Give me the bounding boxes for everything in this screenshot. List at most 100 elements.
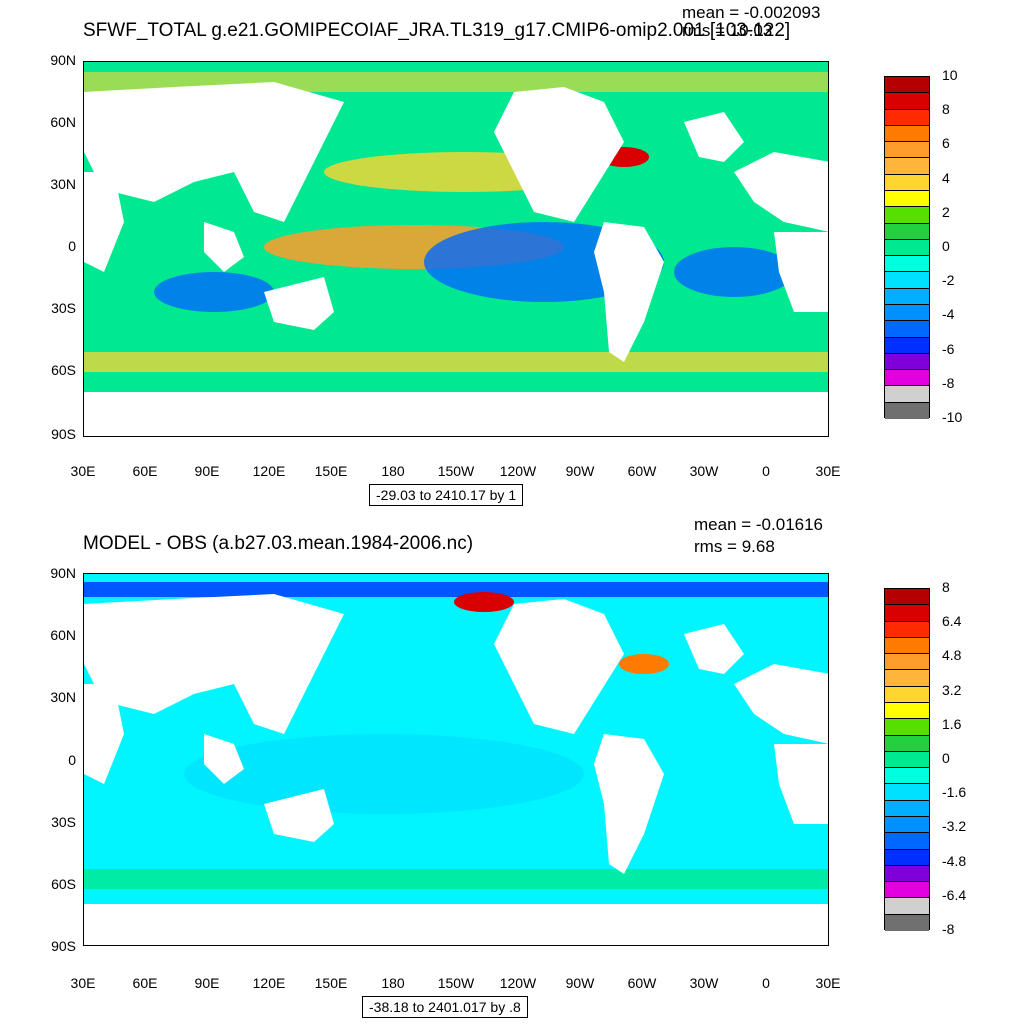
colorbar-cell	[885, 589, 929, 606]
panel-title: SFWF_TOTAL g.e21.GOMIPECOIAF_JRA.TL319_g…	[83, 20, 791, 41]
colorbar-cell	[885, 402, 929, 419]
colorbar	[884, 76, 930, 419]
map-plot	[83, 61, 829, 437]
colorbar-label: -6	[942, 340, 955, 357]
rms-text: rms = 10.03	[682, 21, 773, 40]
colorbar-cell	[885, 321, 929, 338]
lat-label: 60S	[51, 876, 76, 892]
gulf-stream-max	[619, 654, 669, 674]
lon-label: 30E	[815, 975, 841, 991]
colorbar-cell	[885, 125, 929, 143]
colorbar	[884, 588, 930, 931]
lon-label: 90E	[194, 463, 220, 479]
contour-info-box: -38.18 to 2401.017 by .8	[362, 996, 528, 1018]
colorbar-label: -4.8	[942, 852, 967, 869]
colorbar-cell	[885, 605, 929, 622]
colorbar-cell	[885, 784, 929, 801]
colorbar-label: 8	[942, 579, 950, 595]
arctic-max	[454, 592, 514, 612]
colorbar-label: 10	[942, 67, 958, 83]
southern-ocean-band	[84, 869, 828, 889]
colorbar-cell	[885, 207, 929, 224]
colorbar-cell	[885, 353, 929, 371]
colorbar-label: 4	[942, 169, 950, 186]
lat-label: 30S	[51, 814, 76, 830]
colorbar-cell	[885, 93, 929, 110]
lon-label: 60W	[627, 463, 657, 479]
top-panel: SFWF_TOTAL g.e21.GOMIPECOIAF_JRA.TL319_g…	[50, 3, 963, 506]
colorbar-cell	[885, 800, 929, 817]
lon-label: 30W	[689, 463, 719, 479]
colorbar-cell	[885, 849, 929, 866]
colorbar-cell	[885, 833, 929, 850]
colorbar-cell	[885, 914, 929, 931]
lon-label: 150W	[437, 463, 475, 479]
lon-label: 90E	[194, 975, 220, 991]
lon-label: 90W	[565, 975, 595, 991]
lon-label: 120W	[499, 975, 537, 991]
colorbar-cell	[885, 288, 929, 305]
colorbar-label: -3.2	[942, 818, 967, 835]
colorbar-cell	[885, 654, 929, 671]
southern-ocean-band	[84, 352, 828, 372]
lat-label: 0	[68, 238, 76, 254]
map-plot	[83, 573, 829, 946]
colorbar-cell	[885, 882, 929, 899]
colorbar-cell	[885, 337, 929, 354]
colorbar-cell	[885, 768, 929, 785]
colorbar-label: -8	[942, 921, 955, 937]
lon-label: 150W	[437, 975, 475, 991]
lat-label: 60S	[51, 362, 76, 378]
lat-label: 30N	[50, 689, 76, 705]
lon-label: 30E	[815, 463, 841, 479]
colorbar-cell	[885, 304, 929, 322]
colorbar-label: 0	[942, 750, 950, 766]
lon-label: 30E	[70, 975, 96, 991]
colorbar-cell	[885, 370, 929, 387]
contour-info-box: -29.03 to 2410.17 by 1	[369, 484, 524, 506]
lat-label: 30S	[51, 300, 76, 316]
map-svg	[84, 62, 828, 436]
lat-label: 0	[68, 752, 76, 768]
colorbar-cell	[885, 751, 929, 769]
lon-label: 120E	[252, 975, 286, 991]
colorbar-label: 2	[942, 203, 950, 220]
colorbar-cell	[885, 109, 929, 126]
colorbar-label: 3.2	[942, 681, 962, 698]
colorbar-label: -4	[942, 306, 955, 323]
colorbar-cell	[885, 158, 929, 175]
colorbar-label: -6.4	[942, 886, 967, 903]
colorbar-cell	[885, 670, 929, 687]
colorbar-cell	[885, 223, 929, 240]
lon-label: 150E	[314, 975, 348, 991]
lon-label: 60E	[132, 975, 158, 991]
colorbar-cell	[885, 865, 929, 883]
lon-label: 0	[762, 975, 770, 991]
tropical-band	[184, 734, 584, 814]
colorbar-cell	[885, 816, 929, 834]
rms-text: rms = 9.68	[694, 537, 775, 556]
lon-label: 30E	[70, 463, 96, 479]
colorbar-cell	[885, 386, 929, 403]
colorbar-label: -10	[942, 409, 963, 425]
arctic-band	[84, 582, 828, 597]
colorbar-cell	[885, 142, 929, 159]
colorbar-cell	[885, 735, 929, 752]
colorbar-cell	[885, 174, 929, 191]
lon-label: 150E	[314, 463, 348, 479]
colorbar-cell	[885, 719, 929, 736]
colorbar-cell	[885, 637, 929, 655]
lon-label: 0	[762, 463, 770, 479]
colorbar-label: 6.4	[942, 613, 962, 630]
lat-label: 60N	[50, 114, 76, 130]
colorbar-label: 8	[942, 101, 950, 118]
lat-label: 30N	[50, 176, 76, 192]
land-masses	[84, 594, 828, 945]
panel-title: MODEL - OBS (a.b27.03.mean.1984-2006.nc)	[83, 533, 474, 554]
colorbar-label: 0	[942, 238, 950, 254]
colorbar-cell	[885, 256, 929, 273]
map-svg	[84, 574, 828, 945]
colorbar-cell	[885, 239, 929, 257]
mean-text: mean = -0.01616	[694, 515, 824, 534]
colorbar-cell	[885, 190, 929, 208]
